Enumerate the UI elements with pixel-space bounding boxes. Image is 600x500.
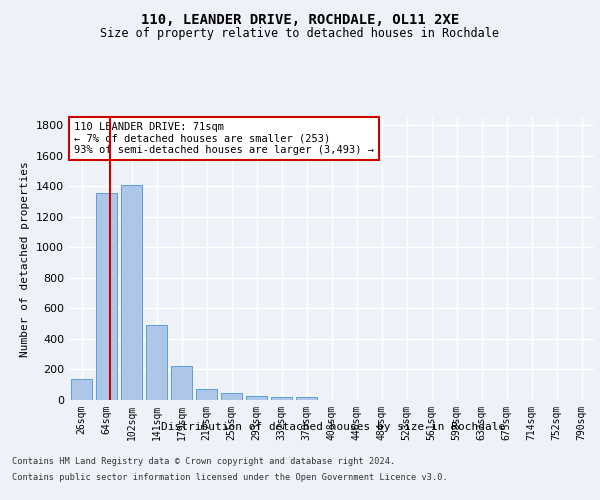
- Bar: [271, 398, 292, 400]
- Bar: [171, 366, 192, 400]
- Bar: [71, 378, 92, 400]
- Text: Distribution of detached houses by size in Rochdale: Distribution of detached houses by size …: [161, 422, 505, 432]
- Bar: [296, 397, 317, 400]
- Text: 110 LEANDER DRIVE: 71sqm
← 7% of detached houses are smaller (253)
93% of semi-d: 110 LEANDER DRIVE: 71sqm ← 7% of detache…: [74, 122, 374, 155]
- Bar: [221, 393, 242, 400]
- Y-axis label: Number of detached properties: Number of detached properties: [20, 161, 31, 356]
- Text: Contains public sector information licensed under the Open Government Licence v3: Contains public sector information licen…: [12, 472, 448, 482]
- Text: Size of property relative to detached houses in Rochdale: Size of property relative to detached ho…: [101, 28, 499, 40]
- Bar: [146, 325, 167, 400]
- Bar: [96, 193, 117, 400]
- Text: Contains HM Land Registry data © Crown copyright and database right 2024.: Contains HM Land Registry data © Crown c…: [12, 458, 395, 466]
- Bar: [246, 396, 267, 400]
- Bar: [121, 184, 142, 400]
- Text: 110, LEANDER DRIVE, ROCHDALE, OL11 2XE: 110, LEANDER DRIVE, ROCHDALE, OL11 2XE: [141, 12, 459, 26]
- Bar: [196, 388, 217, 400]
